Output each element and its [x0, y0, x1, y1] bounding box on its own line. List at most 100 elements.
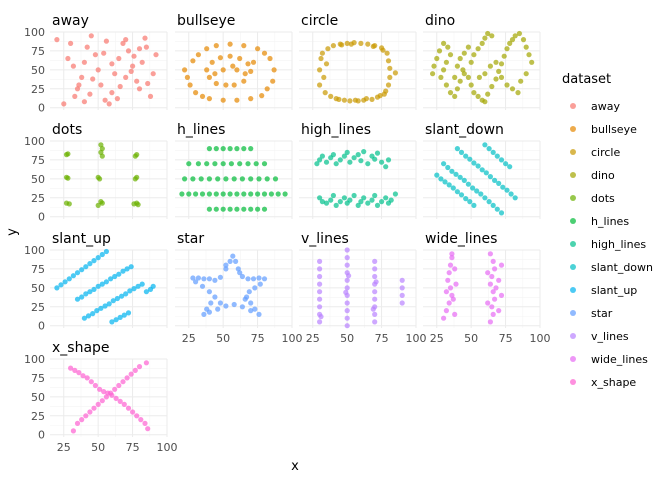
x-tick-label: 50	[91, 441, 105, 454]
data-point	[388, 197, 394, 203]
data-point	[503, 161, 509, 167]
data-point	[445, 277, 451, 283]
data-point	[223, 266, 229, 272]
data-point	[447, 52, 454, 58]
data-point	[476, 74, 482, 80]
data-point	[344, 315, 350, 321]
legend-item-slant-up: slant_up	[570, 284, 637, 297]
data-point	[475, 163, 481, 169]
facet-title: slant_up	[52, 231, 111, 247]
data-point	[319, 153, 325, 159]
data-point	[124, 375, 130, 381]
data-point	[492, 296, 498, 302]
legend-item-dots: dots	[570, 192, 615, 205]
data-point	[489, 33, 495, 39]
data-point	[90, 311, 96, 317]
data-point	[91, 405, 97, 411]
data-point	[97, 176, 103, 182]
data-point	[119, 293, 125, 299]
data-point	[98, 305, 104, 311]
x-tick-label: 75	[499, 332, 513, 345]
data-point	[516, 30, 522, 37]
data-point	[99, 153, 105, 159]
points-circle	[317, 40, 398, 104]
data-point	[97, 386, 103, 392]
data-point	[392, 70, 398, 76]
data-point	[182, 176, 188, 182]
data-point	[463, 153, 469, 159]
data-point	[217, 274, 223, 280]
legend-label: away	[591, 100, 620, 113]
data-point	[489, 304, 495, 310]
data-point	[212, 294, 218, 300]
x-tick-label: 100	[157, 441, 178, 454]
data-point	[493, 285, 499, 291]
data-point	[515, 90, 521, 96]
data-point	[347, 197, 353, 203]
data-point	[199, 93, 206, 99]
data-point	[237, 270, 243, 276]
data-point	[252, 306, 258, 312]
data-point	[498, 74, 505, 80]
data-point	[508, 191, 514, 197]
data-point	[231, 82, 237, 88]
data-point	[248, 300, 254, 306]
data-point	[248, 176, 254, 182]
data-point	[223, 303, 229, 309]
data-point	[344, 300, 350, 306]
data-point	[241, 146, 247, 152]
data-point	[213, 146, 219, 152]
legend-label: v_lines	[591, 330, 629, 343]
data-point	[206, 176, 212, 182]
facet-panel-wide-lines: wide_lines 25 50 75 100	[423, 231, 551, 345]
legend-key	[570, 241, 576, 247]
data-point	[372, 311, 378, 317]
data-point	[492, 177, 498, 183]
data-point	[323, 159, 330, 165]
data-point	[372, 273, 378, 280]
data-point	[99, 281, 105, 287]
data-point	[54, 37, 60, 43]
data-point	[430, 71, 436, 77]
data-point	[319, 50, 325, 56]
data-point	[84, 375, 90, 381]
points-h-lines	[179, 146, 288, 212]
legend-item-star: star	[570, 307, 613, 320]
data-point	[498, 262, 505, 268]
data-point	[76, 82, 82, 88]
data-point	[213, 43, 219, 49]
legend-label: h_lines	[591, 215, 629, 228]
data-point	[212, 71, 218, 77]
data-point	[87, 289, 93, 295]
data-point	[490, 311, 496, 317]
data-point	[445, 44, 451, 50]
facet-title: v_lines	[301, 231, 349, 247]
data-point	[450, 296, 456, 302]
legend-key	[570, 264, 576, 270]
data-point	[317, 266, 323, 272]
y-tick-label: 75	[31, 154, 45, 167]
data-point	[487, 251, 493, 257]
data-point	[184, 74, 190, 80]
data-point	[317, 289, 323, 295]
data-point	[248, 68, 254, 74]
data-point	[447, 285, 454, 291]
data-point	[234, 67, 240, 73]
data-point	[449, 251, 455, 257]
x-tick-label: 50	[340, 332, 354, 345]
data-point	[220, 161, 226, 167]
data-point	[142, 35, 148, 41]
data-point	[358, 199, 364, 205]
points-wide-lines	[441, 251, 505, 325]
y-tick-label: 25	[31, 192, 45, 205]
data-point	[187, 82, 193, 88]
data-point	[99, 398, 105, 404]
data-point	[520, 37, 527, 43]
data-point	[79, 74, 85, 80]
legend: dataset away bullseye circle dino dots h_line…	[562, 72, 653, 389]
data-point	[215, 306, 221, 312]
legend-key	[570, 379, 576, 385]
data-point	[457, 174, 463, 180]
data-point	[241, 43, 247, 49]
data-point	[142, 420, 148, 426]
